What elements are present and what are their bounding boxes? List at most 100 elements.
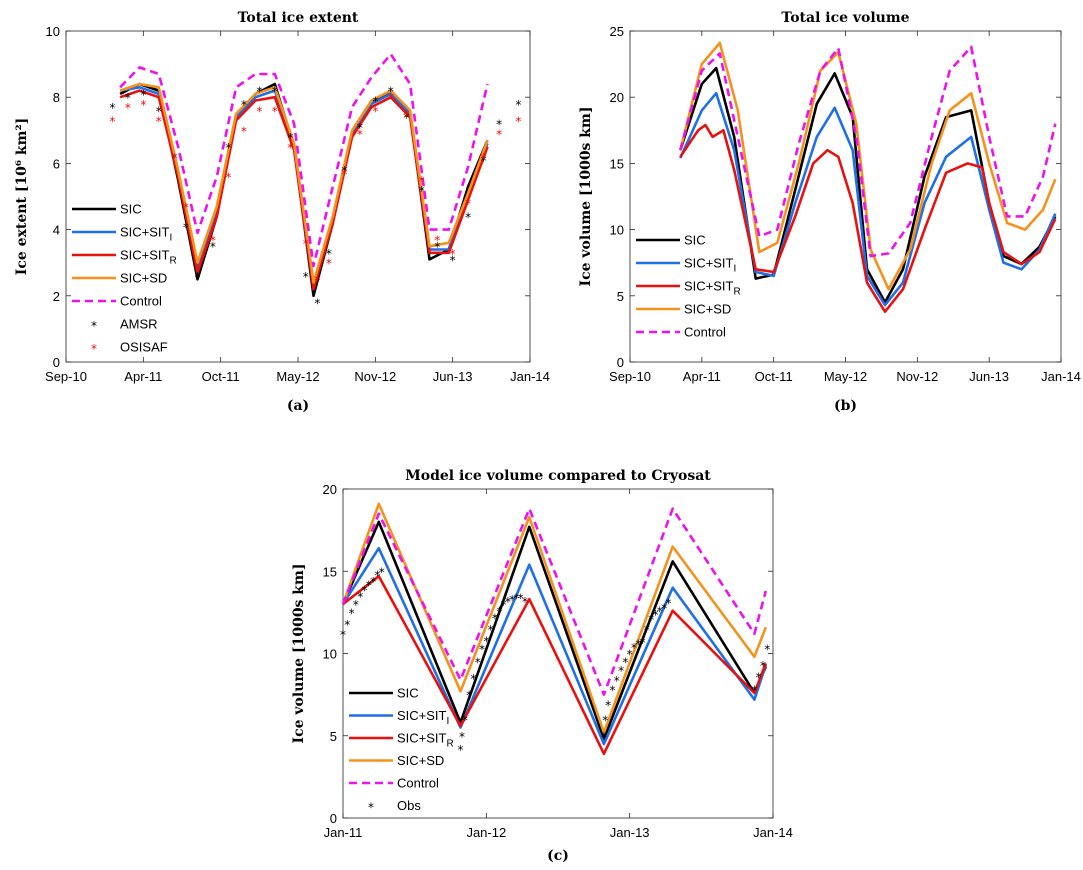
y-tick-label: 4 bbox=[53, 223, 60, 238]
legend-label: SIC+SITR bbox=[684, 279, 741, 298]
data-point-osisaf: * bbox=[341, 167, 347, 181]
data-point-amsr: * bbox=[225, 141, 231, 155]
legend-marker: * bbox=[368, 801, 374, 815]
data-point-obs: * bbox=[366, 578, 372, 592]
data-point-obs: * bbox=[618, 664, 624, 678]
chart-c: Model ice volume compared to Cryosat 0 5 10… bbox=[291, 468, 793, 864]
legend-label: AMSR bbox=[120, 317, 158, 332]
series-line-control bbox=[119, 52, 489, 268]
data-point-osisaf: * bbox=[303, 237, 309, 251]
legend: SIC SIC+SITI SIC+SITR SIC+SD Control * AMSR * OS… bbox=[72, 202, 177, 356]
data-point-osisaf: * bbox=[450, 247, 456, 261]
data-point-amsr: * bbox=[372, 95, 378, 109]
data-point-amsr: * bbox=[171, 151, 177, 165]
x-tick-label: Sep-10 bbox=[45, 369, 87, 384]
data-point-osisaf: * bbox=[225, 171, 231, 185]
legend-label: SIC+SD bbox=[397, 753, 444, 768]
x-tick-label: Nov-12 bbox=[354, 369, 396, 384]
y-tick-label: 25 bbox=[610, 24, 624, 39]
data-point-obs: * bbox=[518, 592, 524, 606]
x-tick-label: Jan-13 bbox=[610, 825, 650, 840]
data-point-osisaf: * bbox=[481, 151, 487, 165]
data-point-obs: * bbox=[640, 636, 646, 650]
data-point-obs: * bbox=[505, 595, 511, 609]
y-tick-label: 2 bbox=[53, 289, 60, 304]
data-point-osisaf: * bbox=[287, 141, 293, 155]
data-point-obs: * bbox=[509, 593, 515, 607]
x-tick-label: Oct-11 bbox=[202, 369, 240, 384]
panel-label: (a) bbox=[287, 398, 309, 414]
data-point-obs: * bbox=[648, 613, 654, 627]
data-point-amsr: * bbox=[496, 118, 502, 132]
data-point-amsr: * bbox=[210, 240, 216, 254]
data-point-amsr: * bbox=[481, 154, 487, 168]
data-point-osisaf: * bbox=[372, 104, 378, 118]
legend-marker: * bbox=[91, 319, 97, 333]
legend: SIC SIC+SITI SIC+SITR SIC+SD Control bbox=[636, 233, 741, 340]
data-point-obs: * bbox=[609, 684, 615, 698]
series-line-sic-sd bbox=[679, 41, 1057, 291]
data-point-osisaf: * bbox=[183, 200, 189, 214]
x-tick-label: Nov-12 bbox=[896, 369, 938, 384]
legend-marker: * bbox=[91, 342, 97, 356]
data-point-amsr: * bbox=[109, 101, 115, 115]
data-point-obs: * bbox=[475, 656, 481, 670]
data-point-amsr: * bbox=[272, 85, 278, 99]
data-point-obs: * bbox=[344, 618, 350, 632]
legend-label: OSISAF bbox=[120, 340, 168, 355]
data-point-obs: * bbox=[362, 583, 368, 597]
legend-label: Control bbox=[120, 294, 162, 309]
data-point-osisaf: * bbox=[140, 98, 146, 112]
series-line-control bbox=[341, 507, 768, 696]
legend-label: SIC+SD bbox=[120, 271, 167, 286]
y-tick-label: 0 bbox=[53, 355, 60, 370]
data-point-amsr: * bbox=[515, 98, 521, 112]
data-point-osisaf: * bbox=[194, 263, 200, 277]
y-axis-label: Ice volume [1000s km] bbox=[291, 564, 307, 744]
y-axis-label: Ice extent [10⁶ km²] bbox=[14, 118, 30, 275]
y-tick-label: 15 bbox=[323, 564, 337, 579]
legend-label: SIC bbox=[684, 233, 706, 248]
data-point-osisaf: * bbox=[403, 108, 409, 122]
y-tick-label: 20 bbox=[323, 482, 337, 497]
data-point-obs: * bbox=[501, 598, 507, 612]
y-tick-label: 0 bbox=[617, 355, 624, 370]
chart-b: Total ice volume 0 5 10 15 20 25 Sep-10 Apr-11 Oc… bbox=[578, 10, 1081, 414]
data-point-amsr: * bbox=[287, 131, 293, 145]
panel-label: (c) bbox=[547, 848, 569, 864]
x-tick-label: Jun-13 bbox=[969, 369, 1009, 384]
x-tick-label: Jun-13 bbox=[433, 369, 473, 384]
y-tick-label: 5 bbox=[617, 289, 624, 304]
chart-a: Total ice extent 0 2 4 6 8 10 Sep-10 Apr-11 Oct-1… bbox=[14, 10, 550, 414]
data-point-amsr: * bbox=[140, 88, 146, 102]
data-point-osisaf: * bbox=[241, 124, 247, 138]
y-axis-label: Ice volume [1000s km] bbox=[578, 107, 594, 287]
data-point-obs: * bbox=[622, 656, 628, 670]
x-tick-label: Apr-11 bbox=[683, 369, 721, 384]
legend-label: Control bbox=[397, 776, 439, 791]
data-point-obs: * bbox=[462, 713, 468, 727]
data-point-osisaf: * bbox=[156, 114, 162, 128]
data-point-obs: * bbox=[764, 643, 770, 657]
data-point-osisaf: * bbox=[496, 128, 502, 142]
data-point-obs: * bbox=[370, 575, 376, 589]
data-point-osisaf: * bbox=[171, 151, 177, 165]
data-point-obs: * bbox=[470, 672, 476, 686]
legend-label: SIC+SITI bbox=[120, 225, 172, 244]
data-point-osisaf: * bbox=[419, 174, 425, 188]
legend-label: Control bbox=[684, 325, 726, 340]
data-point-osisaf: * bbox=[272, 104, 278, 118]
series-line-sic-sd bbox=[341, 502, 768, 734]
data-point-amsr: * bbox=[156, 104, 162, 118]
series-line-sic-sd bbox=[119, 82, 489, 284]
x-tick-label: Jan-14 bbox=[510, 369, 550, 384]
data-point-obs: * bbox=[631, 641, 637, 655]
plot-frame bbox=[65, 30, 531, 363]
data-point-amsr: * bbox=[326, 247, 332, 261]
data-point-amsr: * bbox=[450, 253, 456, 267]
data-point-amsr: * bbox=[434, 240, 440, 254]
data-point-amsr: * bbox=[465, 210, 471, 224]
legend-label: SIC bbox=[397, 686, 419, 701]
x-tick-label: Jan-11 bbox=[324, 825, 363, 840]
y-tick-label: 6 bbox=[53, 156, 60, 171]
